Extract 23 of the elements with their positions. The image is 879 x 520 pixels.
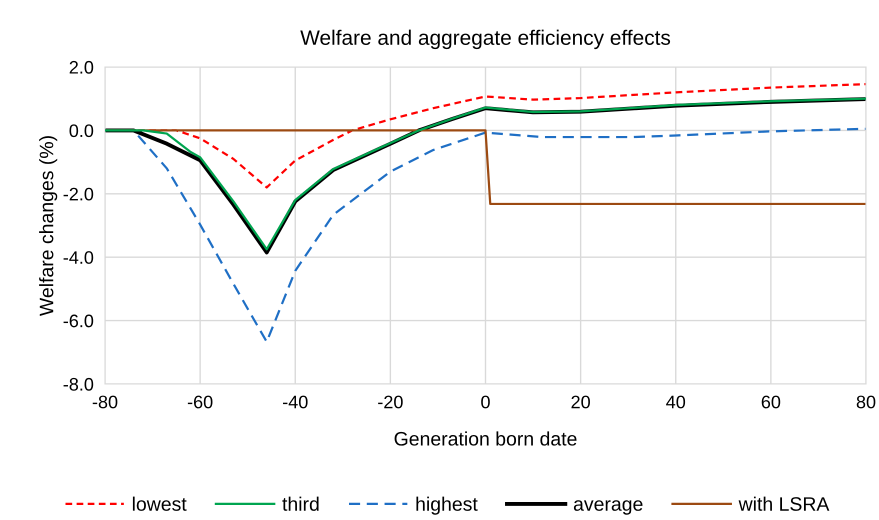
legend-label: average (574, 500, 642, 515)
legend-label: with LSRA (738, 496, 830, 511)
x-tick-label: -40 (283, 396, 308, 408)
x-tick-label: -60 (188, 396, 212, 408)
legend-label: lowest (132, 496, 187, 511)
x-axis-title: Generation born date (394, 431, 577, 446)
y-tick-label: -6.0 (64, 314, 94, 328)
chart-title: Welfare and aggregate efficiency effects (300, 30, 670, 50)
y-tick-label: -8.0 (64, 378, 94, 391)
x-tick-label: 40 (666, 396, 686, 408)
x-tick-label: -20 (378, 396, 403, 408)
legend-label: third (282, 496, 319, 511)
x-tick-label: 80 (856, 396, 876, 408)
x-tick-label: 20 (571, 396, 590, 408)
x-tick-label: 60 (762, 396, 780, 408)
y-tick-label: -2.0 (64, 188, 94, 201)
y-tick-label: 2.0 (70, 60, 94, 74)
y-tick-label: 0.0 (69, 124, 94, 138)
x-tick-label: -80 (92, 396, 118, 408)
y-axis-title: Welfare changes (%) (39, 136, 58, 316)
y-tick-label: -4.0 (64, 251, 94, 264)
legend-label: highest (416, 496, 478, 515)
x-tick-label: 0 (481, 396, 490, 408)
